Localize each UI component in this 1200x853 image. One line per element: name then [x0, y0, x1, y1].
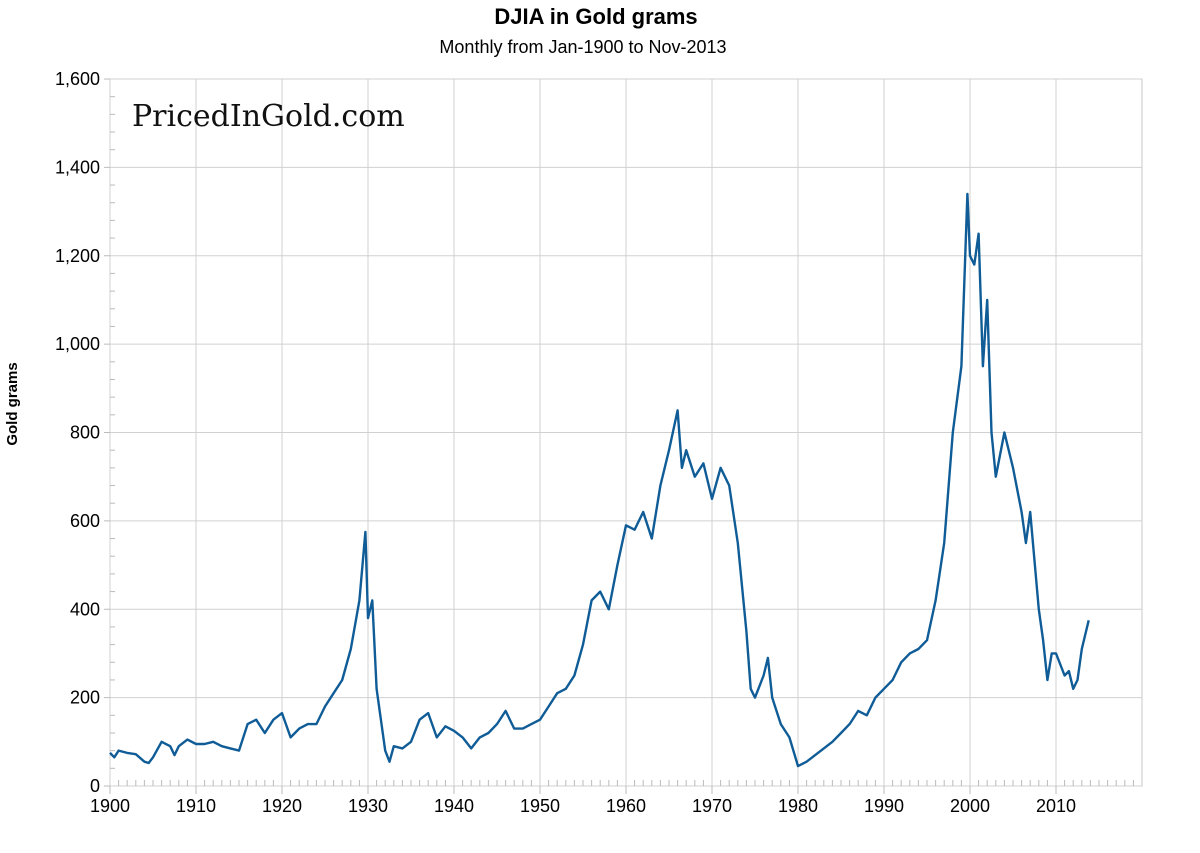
series-group: [109, 192, 1090, 768]
x-tick-label: 1940: [434, 796, 474, 816]
y-tick-label: 400: [70, 599, 100, 619]
y-tick-label: 800: [70, 423, 100, 443]
x-tick-label: 1920: [262, 796, 302, 816]
x-tick-label: 1990: [864, 796, 904, 816]
y-axis-label: Gold grams: [4, 362, 21, 445]
chart-subtitle: Monthly from Jan-1900 to Nov-2013: [439, 37, 726, 57]
x-tick-label: 1910: [176, 796, 216, 816]
x-tick-label: 1900: [90, 796, 130, 816]
x-tick-label: 2010: [1036, 796, 1076, 816]
series-line: [109, 192, 1090, 768]
x-tick-label: 2000: [950, 796, 990, 816]
y-tick-label: 1,600: [55, 69, 100, 89]
grid: [109, 78, 1143, 787]
x-tick-label: 1980: [778, 796, 818, 816]
x-tick-label: 1970: [692, 796, 732, 816]
watermark: PricedInGold.com: [132, 99, 405, 134]
y-tick-label: 0: [90, 776, 100, 796]
chart-title: DJIA in Gold grams: [494, 4, 697, 29]
y-tick-label: 1,000: [55, 334, 100, 354]
y-tick-label: 1,200: [55, 246, 100, 266]
y-tick-label: 200: [70, 688, 100, 708]
axis-ticks: 0 200 400 600 800 1,000 1,200 1,400 1,600 1900 191…: [55, 69, 1134, 816]
x-tick-label: 1960: [606, 796, 646, 816]
x-tick-label: 1930: [348, 796, 388, 816]
x-tick-label: 1950: [520, 796, 560, 816]
y-tick-label: 1,400: [55, 157, 100, 177]
y-tick-label: 600: [70, 511, 100, 531]
